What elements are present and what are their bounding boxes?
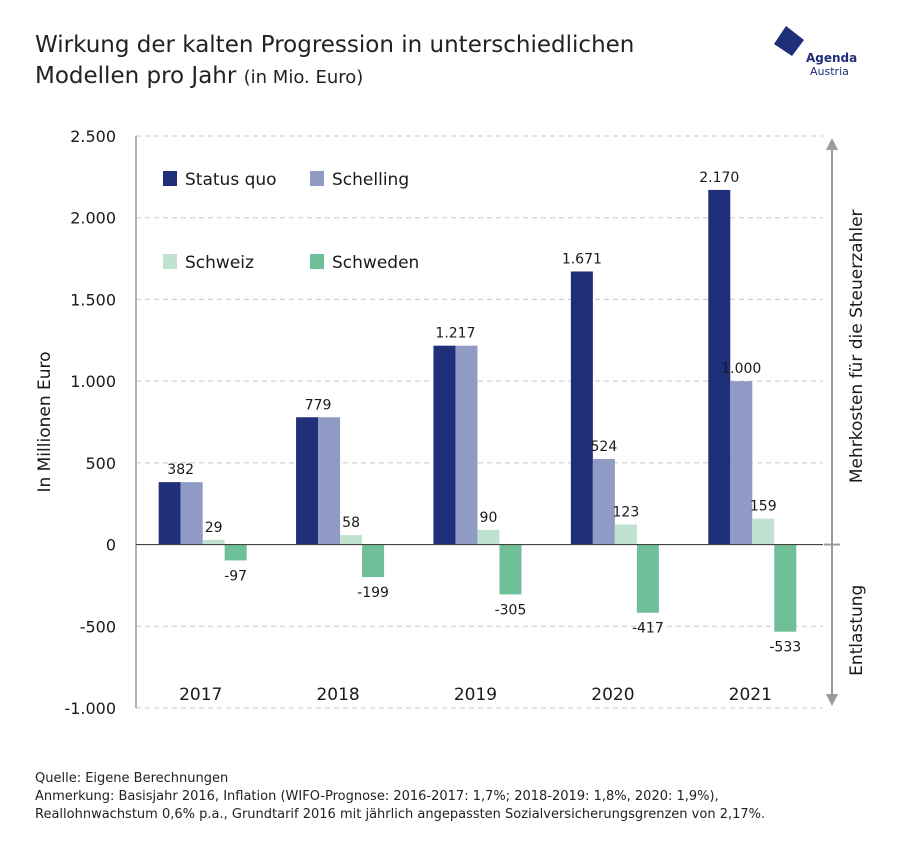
bar-chart: 2.500 2.000 1.500 1.000 500 0 -500 -1.000 In Mil… (35, 127, 867, 718)
data-label: 1.000 (721, 361, 761, 377)
data-label: 29 (205, 520, 223, 536)
bar-schweden-2021 (774, 544, 797, 632)
x-tick-label: 2018 (316, 685, 359, 705)
title-line-2: Modellen pro Jahr (in Mio. Euro) (35, 61, 634, 93)
legend-label: Schweiz (185, 253, 254, 273)
chart-title: Wirkung der kalten Progression in unters… (35, 30, 634, 93)
data-label: 58 (342, 515, 360, 531)
x-tick-label: 2020 (591, 685, 634, 705)
data-label: 779 (305, 397, 332, 413)
legend-swatch-schweden (310, 254, 324, 269)
logo-mark-icon (774, 26, 804, 56)
bar-schelling-2020 (592, 458, 615, 545)
y-tick-label: 500 (85, 454, 116, 473)
y-tick-label: 0 (106, 536, 116, 555)
logo-text-agenda: Agenda (806, 51, 858, 65)
bar-status-quo-2019 (433, 345, 456, 545)
bar-status-quo-2017 (158, 482, 181, 545)
x-tick-label: 2019 (454, 685, 497, 705)
bar-schweden-2018 (362, 544, 385, 578)
data-label: -97 (224, 568, 247, 584)
y-tick-label: 1.000 (70, 372, 116, 391)
bar-schweden-2020 (636, 544, 659, 613)
bar-status-quo-2021 (708, 189, 731, 545)
legend-label: Schweden (332, 253, 419, 273)
y-axis-label: In Millionen Euro (35, 351, 55, 492)
x-tick-label: 2021 (729, 685, 772, 705)
legend-label: Schelling (332, 170, 409, 190)
footer-notes: Quelle: Eigene Berechnungen Anmerkung: B… (35, 770, 765, 824)
data-label: 123 (613, 504, 640, 520)
right-axis-upper-label: Mehrkosten für die Steuerzahler (847, 209, 867, 483)
title-line-1: Wirkung der kalten Progression in unters… (35, 32, 635, 58)
bar-schelling-2018 (318, 417, 341, 545)
y-tick-label: 2.000 (70, 209, 116, 228)
bar-schelling-2017 (180, 482, 203, 545)
bar-status-quo-2020 (570, 271, 593, 545)
bar-schweiz-2021 (752, 518, 775, 545)
data-label: -533 (769, 640, 801, 656)
right-axis-lower-label: Entlastung (847, 585, 867, 676)
data-label: -305 (495, 602, 527, 618)
data-label: -417 (632, 621, 664, 637)
arrow-down-icon (826, 694, 838, 706)
arrow-up-icon (826, 138, 838, 150)
data-label: 2.170 (699, 170, 739, 186)
title-unit: (in Mio. Euro) (243, 67, 364, 88)
bar-schweden-2019 (499, 544, 522, 595)
bar-schelling-2019 (455, 345, 478, 545)
x-tick-label: 2017 (179, 685, 222, 705)
bar-schweiz-2019 (477, 529, 500, 545)
logo-text-austria: Austria (810, 65, 849, 78)
legend-swatch-schweiz (163, 254, 177, 269)
footer-note-line-2: Reallohnwachstum 0,6% p.a., Grundtarif 2… (35, 807, 766, 822)
footer-source: Quelle: Eigene Berechnungen (35, 771, 229, 786)
y-tick-label: 2.500 (70, 127, 116, 146)
bar-schweiz-2017 (202, 539, 225, 545)
bar-schelling-2021 (730, 381, 753, 545)
data-label: -199 (357, 585, 389, 601)
data-label: 159 (750, 499, 777, 515)
data-label: 1.671 (562, 251, 602, 267)
legend-label: Status quo (185, 170, 277, 190)
y-tick-label: 1.500 (70, 290, 116, 309)
data-label: 1.217 (435, 326, 475, 342)
title-main: Modellen pro Jahr (35, 63, 237, 89)
bar-schweden-2017 (224, 544, 247, 561)
data-label: 524 (591, 439, 618, 455)
bar-status-quo-2018 (296, 417, 319, 545)
data-label: 90 (480, 510, 498, 526)
bar-schweiz-2018 (340, 535, 363, 545)
legend-swatch-schelling (310, 171, 324, 186)
y-tick-label: -1.000 (64, 699, 116, 718)
agenda-austria-logo: Agenda Austria (772, 24, 872, 84)
data-label: 382 (167, 462, 194, 478)
bar-schweiz-2020 (614, 524, 637, 545)
y-tick-label: -500 (80, 617, 116, 636)
footer-note-line-1: Anmerkung: Basisjahr 2016, Inflation (WI… (35, 789, 719, 804)
legend-swatch-status-quo (163, 171, 177, 186)
